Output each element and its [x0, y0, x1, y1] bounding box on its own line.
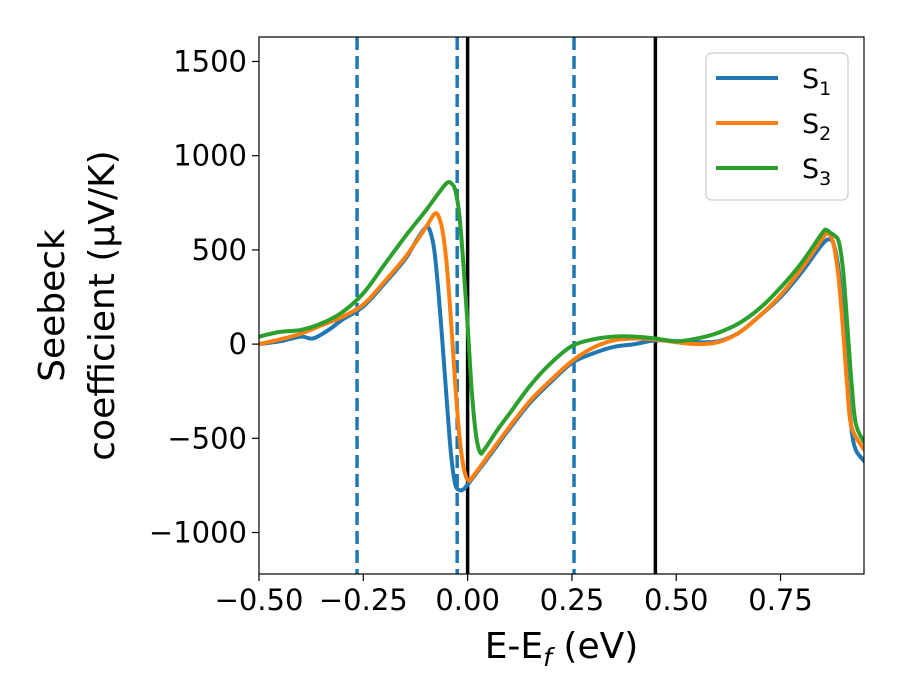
legend-label-s1: S1	[802, 64, 831, 100]
y-tick-label: 1500	[173, 44, 247, 78]
y-tick-label: −500	[167, 421, 247, 455]
legend: S1 S2 S3	[705, 52, 849, 201]
legend-label-s3: S3	[802, 154, 831, 190]
x-tick-label: −0.25	[319, 583, 408, 617]
y-axis-label-line1: Seebeck	[32, 229, 73, 382]
y-tick-label: 1000	[173, 139, 247, 173]
y-tick-label: 0	[229, 327, 247, 361]
series-line-s3	[259, 179, 864, 456]
x-tick-label: 0.50	[644, 583, 709, 617]
series-line-s2	[259, 211, 864, 484]
x-tick-label: 0.25	[540, 583, 605, 617]
legend-box	[705, 52, 849, 201]
x-tick-label: 0.75	[748, 583, 813, 617]
plot-clip-group	[259, 37, 864, 574]
axes-frame	[258, 36, 865, 575]
x-tick-label: 0.00	[435, 583, 500, 617]
legend-label-s2: S2	[802, 109, 831, 145]
plot-area: −0.50 −0.25 0.00 0.25 0.50 0.75 −1000 −500 0 500 1…	[32, 36, 865, 672]
y-tick-label: 500	[192, 233, 247, 267]
y-tick-label: −1000	[149, 516, 247, 550]
series-line-s1	[259, 224, 864, 493]
x-tick-label: −0.50	[215, 583, 304, 617]
y-axis-label-line2: coefficient (μV/K)	[82, 150, 123, 460]
x-axis-label: E-Ef (eV)	[485, 626, 639, 672]
